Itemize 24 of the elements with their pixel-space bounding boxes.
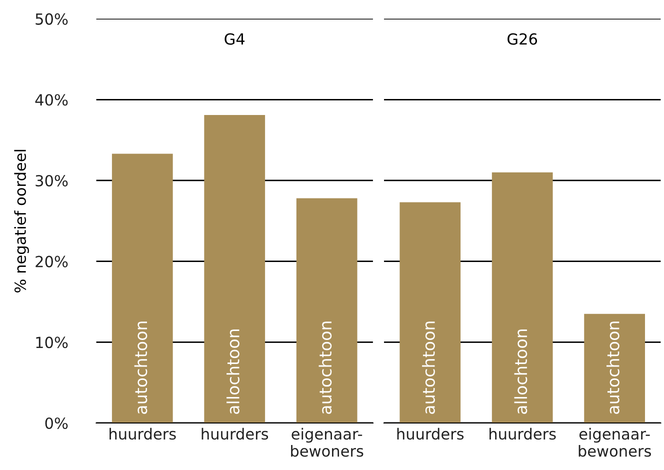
text: G26: [508, 33, 538, 45]
x-tick-label: eigenaar- bewoners: [578, 428, 651, 457]
annotation: autochtoon: [422, 322, 435, 414]
annotation: allochtoon: [226, 329, 240, 414]
bar: [204, 115, 266, 423]
y-tick-label: 30%: [36, 174, 68, 186]
y-tick-label: 40%: [35, 94, 68, 106]
y-tick-label: 0%: [45, 417, 68, 430]
x-tick-label: huurders: [202, 428, 268, 440]
x-tick-label: huurders: [397, 428, 464, 440]
annotation: autochtoon: [318, 322, 332, 414]
text: G4: [224, 33, 245, 45]
y-axis-title: % negatief oordeel: [14, 150, 29, 292]
annotation: autochtoon: [134, 322, 148, 414]
bar: [112, 154, 173, 423]
y-tick-label: 50%: [36, 13, 68, 25]
y-tick-label: 10%: [36, 336, 68, 348]
x-tick-label: huurders: [110, 428, 176, 440]
bar: [296, 198, 358, 423]
x-tick-label: huurders: [490, 428, 556, 440]
y-tick-label: 20%: [36, 256, 68, 268]
annotation: autochtoon: [606, 322, 620, 414]
annotation: allochtoon: [514, 329, 528, 414]
x-tick-label: eigenaar- bewoners: [291, 428, 364, 457]
